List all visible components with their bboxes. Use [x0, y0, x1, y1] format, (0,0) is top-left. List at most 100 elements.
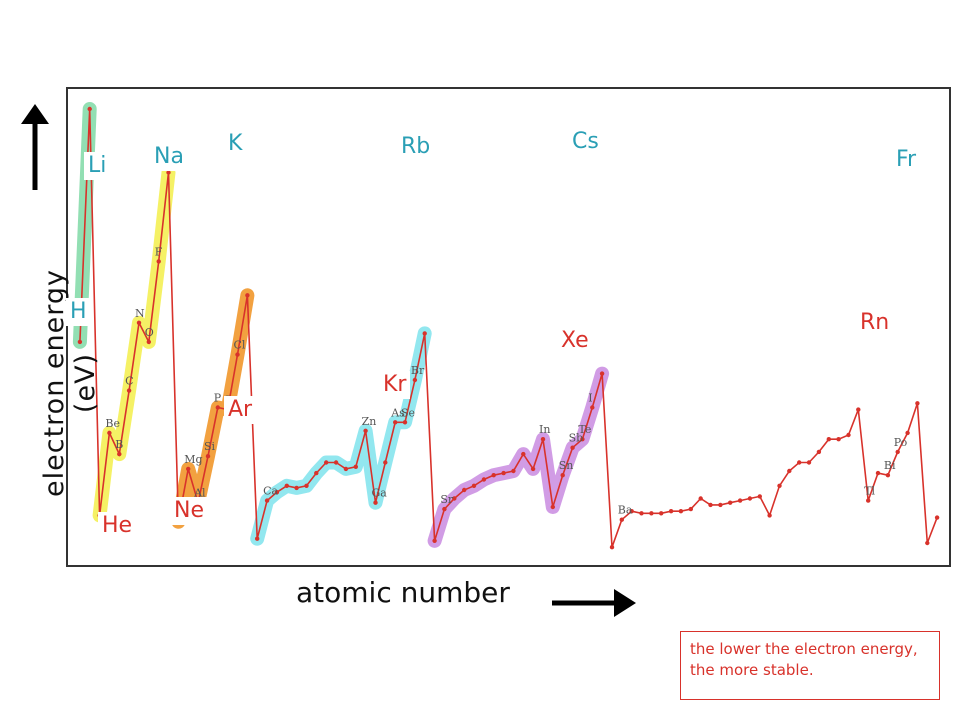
- data-point-82: [875, 470, 881, 476]
- data-point-85: [905, 430, 910, 436]
- point-label-b: B: [115, 438, 123, 451]
- data-point-10: [166, 170, 171, 175]
- data-point-73: [787, 468, 792, 474]
- data-point-49: [550, 504, 555, 510]
- data-point-8: [146, 339, 151, 345]
- point-label-sr: Sr: [440, 493, 454, 506]
- data-point-64: [698, 496, 703, 501]
- data-point-4: [107, 430, 112, 436]
- data-point-34: [402, 420, 408, 425]
- element-label-ar: Ar: [224, 396, 257, 424]
- data-point-44: [501, 470, 506, 476]
- data-point-18: [245, 293, 250, 298]
- annotation-note: the lower the electron energy, the more …: [680, 631, 940, 700]
- highlight-band-3: [250, 326, 432, 546]
- data-point-84: [895, 449, 900, 455]
- data-point-35: [412, 377, 418, 383]
- data-point-5: [117, 451, 122, 457]
- point-label-te: Te: [578, 423, 591, 436]
- data-point-50: [560, 473, 565, 478]
- data-point-68: [737, 498, 743, 503]
- x-axis-arrow: [552, 589, 636, 617]
- data-point-25: [314, 470, 319, 476]
- data-point-36: [422, 331, 427, 336]
- data-point-56: [619, 517, 624, 522]
- point-label-cl: Cl: [234, 339, 246, 352]
- point-label-ca: Ca: [263, 485, 278, 498]
- data-point-1: [77, 339, 83, 345]
- data-point-45: [511, 468, 516, 474]
- x-axis-label: atomic number: [296, 576, 510, 609]
- point-label-f: F: [155, 245, 163, 258]
- data-point-37: [432, 538, 437, 543]
- data-point-33: [393, 420, 398, 425]
- data-point-21: [274, 490, 280, 495]
- data-point-24: [304, 483, 309, 488]
- element-label-ne: Ne: [170, 497, 208, 525]
- series-line-layer: [77, 106, 940, 550]
- data-point-75: [806, 460, 812, 465]
- point-label-be: Be: [105, 417, 120, 430]
- data-point-78: [836, 437, 841, 442]
- data-point-57: [629, 509, 634, 514]
- data-point-58: [639, 511, 644, 516]
- point-label-zn: Zn: [362, 415, 377, 428]
- point-label-br: Br: [411, 364, 425, 377]
- point-label-ga: Ga: [372, 487, 388, 500]
- point-label-po: Po: [894, 436, 908, 449]
- data-point-7: [136, 320, 142, 325]
- data-point-48: [540, 437, 546, 442]
- data-point-83: [885, 473, 891, 478]
- data-point-17: [235, 352, 240, 357]
- data-point-76: [816, 449, 822, 455]
- data-point-63: [688, 506, 693, 512]
- data-point-62: [678, 509, 684, 514]
- point-label-sb: Sb: [569, 432, 584, 445]
- data-point-88: [934, 515, 940, 520]
- point-label-i: I: [588, 392, 592, 405]
- point-label-o: O: [145, 326, 154, 339]
- data-point-39: [452, 496, 457, 501]
- data-point-28: [343, 466, 349, 472]
- data-point-14: [205, 454, 211, 459]
- y-axis-arrow: [21, 104, 49, 190]
- data-point-79: [846, 432, 851, 438]
- data-point-20: [264, 498, 270, 503]
- point-label-tl: Tl: [864, 485, 875, 498]
- data-point-47: [530, 466, 536, 472]
- point-label-si: Si: [204, 440, 216, 453]
- highlight-band-4: [427, 366, 610, 548]
- element-label-cs: Cs: [568, 128, 603, 156]
- point-label-ba: Ba: [618, 504, 633, 517]
- data-point-41: [471, 483, 477, 488]
- series-line: [79, 108, 938, 548]
- data-point-80: [856, 407, 861, 412]
- data-point-60: [659, 511, 664, 516]
- data-point-23: [294, 485, 299, 491]
- data-point-32: [383, 460, 388, 465]
- data-point-27: [333, 460, 339, 465]
- data-point-15: [215, 405, 220, 410]
- plot-frame: [66, 87, 951, 567]
- data-point-51: [570, 445, 575, 450]
- y-axis-label: electron energy (eV): [39, 269, 101, 497]
- element-label-kr: Kr: [379, 371, 411, 399]
- data-point-86: [915, 401, 920, 406]
- data-point-74: [797, 460, 802, 465]
- element-label-k: K: [224, 130, 247, 158]
- data-point-65: [708, 502, 713, 508]
- point-label-mg: Mg: [184, 453, 202, 466]
- data-point-69: [747, 496, 753, 501]
- data-point-30: [363, 428, 368, 433]
- data-point-54: [599, 371, 605, 376]
- data-point-46: [521, 451, 526, 457]
- data-point-9: [156, 259, 161, 264]
- element-label-h: H: [66, 298, 91, 326]
- data-point-43: [491, 473, 496, 478]
- point-label-al: Al: [193, 487, 206, 500]
- element-label-na: Na: [150, 143, 188, 171]
- point-label-p: P: [214, 392, 222, 405]
- data-point-77: [826, 437, 831, 442]
- data-point-81: [866, 498, 871, 503]
